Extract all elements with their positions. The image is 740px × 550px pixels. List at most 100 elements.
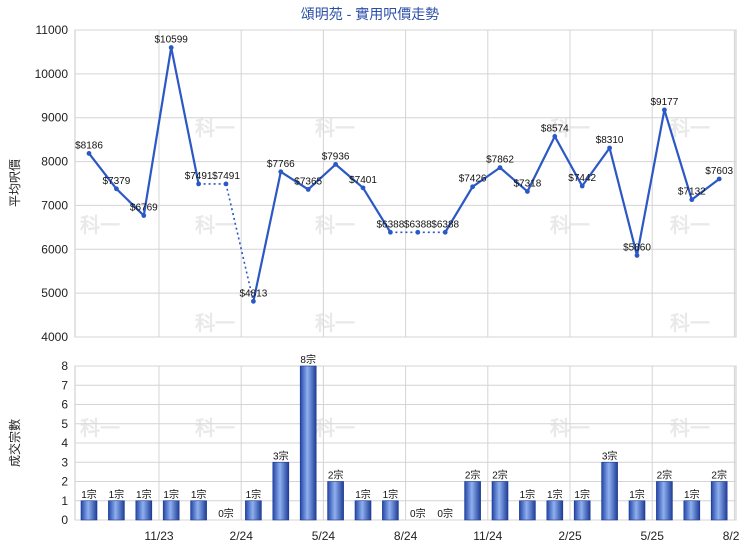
watermark-text: 科一: [670, 416, 710, 440]
price-y-tick-label: 7000: [41, 198, 68, 212]
volume-bar: [162, 500, 180, 521]
volume-bar-label: 0宗: [437, 507, 453, 520]
volume-bar: [628, 500, 646, 521]
price-y-axis: 4000 5000 6000 7000 8000 9000 10000 11000: [35, 23, 69, 344]
price-point: [360, 185, 366, 191]
price-line-segment-estimated: [225, 183, 255, 302]
price-labels-layer: $8186 $7379 $6769 $10599 $7491 $7491 $4813 $776…: [75, 35, 733, 300]
volume-bar-label: 2宗: [711, 469, 727, 482]
volume-bar: [80, 500, 98, 521]
volume-bar: [108, 500, 125, 521]
price-point-label: $7132: [678, 187, 706, 198]
price-line-segment: [553, 135, 584, 187]
x-tick-label: 8/25: [723, 529, 740, 543]
watermark-text: 科一: [670, 311, 710, 335]
price-grid: [75, 29, 736, 338]
volume-bar-label: 1宗: [355, 488, 371, 501]
price-point-label: $7603: [705, 166, 733, 177]
price-line-segment: [142, 47, 173, 216]
volume-bar: [683, 500, 701, 521]
volume-bar-label: 1宗: [547, 488, 563, 501]
volume-bar-label: 3宗: [602, 449, 618, 462]
price-point: [196, 181, 202, 187]
price-point-label: $7365: [294, 176, 322, 187]
volume-bar-label: 0宗: [218, 507, 234, 520]
price-y-tick-label: 6000: [41, 242, 68, 256]
volume-bar-label: 1宗: [520, 488, 536, 501]
price-line-segment: [307, 163, 337, 191]
price-point-label: $10599: [155, 35, 189, 46]
price-line-segment: [499, 166, 529, 193]
volume-y-tick-label: 2: [61, 475, 68, 489]
volume-bar: [272, 461, 290, 521]
price-line-segment: [280, 170, 309, 191]
price-y-tick-label: 9000: [41, 111, 68, 125]
price-point-label: $7862: [486, 155, 514, 166]
price-point: [689, 197, 695, 203]
volume-bar: [299, 365, 317, 521]
watermark-text: 科一: [315, 116, 355, 140]
price-point-label: $8310: [596, 135, 624, 146]
volume-bar: [354, 500, 372, 521]
price-point: [141, 213, 147, 218]
volume-bar-label: 1宗: [684, 488, 700, 501]
volume-bar: [190, 500, 207, 521]
volume-y-tick-label: 5: [61, 417, 68, 431]
volume-y-axis: 0 1 2 3 4 5 6 7 8: [61, 359, 68, 527]
x-axis: 11/23 2/24 5/24 8/24 11/24 2/25 5/25 8/25: [144, 529, 740, 543]
price-point-label: $7766: [267, 159, 295, 170]
price-point-label: $7318: [513, 178, 541, 189]
price-point: [251, 298, 256, 304]
price-point: [333, 161, 338, 167]
volume-bar: [135, 500, 153, 521]
price-point-label: $6388: [376, 219, 404, 230]
volume-bar: [327, 481, 344, 521]
price-point-label: $6769: [130, 203, 158, 214]
price-point: [497, 165, 503, 171]
price-y-tick-label: 5000: [41, 286, 68, 300]
volume-bar-label: 8宗: [300, 353, 316, 366]
price-line-segment: [691, 178, 720, 201]
price-point-label: $7936: [322, 151, 350, 162]
watermark-text: 科一: [315, 213, 355, 237]
volume-bar: [382, 500, 399, 521]
volume-bar-label: 2宗: [328, 469, 344, 482]
volume-bar: [573, 500, 591, 521]
price-point: [114, 186, 119, 192]
price-y-tick-label: 8000: [41, 155, 68, 169]
volume-bar-label: 1宗: [191, 488, 207, 501]
price-point: [168, 45, 174, 50]
price-point: [607, 145, 612, 151]
volume-bar-label: 1宗: [163, 488, 179, 501]
price-point-label: $7401: [349, 175, 377, 186]
price-y-tick-label: 4000: [41, 330, 68, 344]
volume-bar-label: 1宗: [383, 488, 399, 501]
volume-bar-label: 1宗: [136, 488, 152, 501]
price-line-segment: [444, 186, 474, 233]
volume-bar-label: 3宗: [273, 449, 289, 462]
price-point-label: $7426: [459, 174, 487, 185]
volume-labels-layer: 1宗 1宗 1宗 1宗 1宗 0宗 1宗 3宗 8宗 2宗 1宗 1宗 0宗 0宗 2宗 2宗 1宗 1宗 1宗 3宗…: [81, 353, 727, 520]
price-line-segment: [471, 166, 501, 188]
volume-bar-label: 1宗: [81, 488, 97, 501]
volume-bar-label: 2宗: [492, 469, 508, 482]
price-point: [388, 229, 393, 235]
volume-bar-label: 2宗: [657, 469, 673, 482]
price-point-label: $9177: [650, 97, 678, 108]
volume-bar: [464, 481, 481, 521]
price-point: [579, 183, 585, 189]
price-point: [716, 176, 722, 182]
price-point: [552, 133, 558, 139]
price-point: [525, 189, 530, 194]
watermark-text: 科一: [670, 116, 710, 140]
chart-title: 頌明苑 - 實用呎價走勢: [301, 6, 439, 22]
price-point-label: $5860: [623, 242, 651, 253]
volume-y-tick-label: 1: [61, 494, 68, 508]
price-line-segment: [608, 147, 639, 256]
price-point-label: $6388: [404, 219, 432, 230]
volume-grid: [75, 365, 736, 521]
volume-bar: [601, 461, 618, 521]
price-point: [470, 184, 475, 190]
